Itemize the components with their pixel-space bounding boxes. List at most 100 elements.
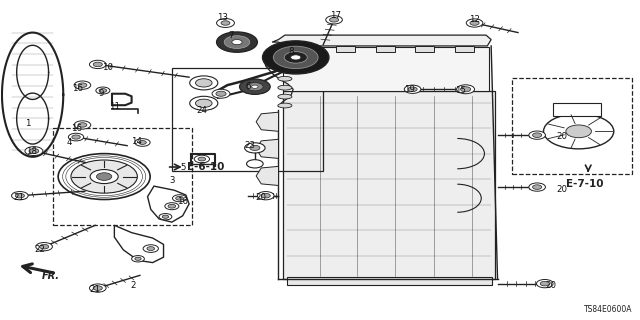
Bar xyxy=(415,46,435,52)
Bar xyxy=(455,46,474,52)
Circle shape xyxy=(326,16,342,24)
Text: 2: 2 xyxy=(131,281,136,290)
Circle shape xyxy=(566,125,591,138)
Circle shape xyxy=(74,121,91,129)
Circle shape xyxy=(58,154,150,199)
Text: 21: 21 xyxy=(90,285,100,294)
Bar xyxy=(172,68,323,171)
Text: 1: 1 xyxy=(25,119,30,128)
Circle shape xyxy=(135,257,141,260)
Text: 5: 5 xyxy=(180,164,186,172)
Polygon shape xyxy=(272,35,491,46)
Circle shape xyxy=(543,114,614,149)
Ellipse shape xyxy=(278,103,292,108)
Text: E-6-10: E-6-10 xyxy=(187,162,225,172)
Circle shape xyxy=(467,19,483,27)
Circle shape xyxy=(216,19,234,28)
Bar xyxy=(283,91,495,278)
Text: 16: 16 xyxy=(72,84,83,93)
Text: 18: 18 xyxy=(26,147,37,156)
Polygon shape xyxy=(256,139,278,158)
Text: 6: 6 xyxy=(246,82,252,91)
Circle shape xyxy=(168,204,175,208)
Circle shape xyxy=(143,245,159,252)
Circle shape xyxy=(246,83,263,91)
Ellipse shape xyxy=(278,76,292,81)
Circle shape xyxy=(72,135,80,139)
Circle shape xyxy=(78,83,87,87)
Circle shape xyxy=(90,170,118,184)
Text: 8: 8 xyxy=(289,47,294,56)
Circle shape xyxy=(291,55,301,60)
Circle shape xyxy=(232,40,242,45)
Bar xyxy=(376,46,395,52)
Circle shape xyxy=(36,243,52,251)
Circle shape xyxy=(461,87,470,92)
Bar xyxy=(336,46,355,52)
Circle shape xyxy=(96,87,110,94)
Circle shape xyxy=(147,247,155,251)
Text: 20: 20 xyxy=(546,281,557,290)
Circle shape xyxy=(250,145,260,150)
Bar xyxy=(296,46,316,52)
Bar xyxy=(511,78,632,174)
Text: 15: 15 xyxy=(455,86,466,95)
Text: 20: 20 xyxy=(556,132,567,140)
Circle shape xyxy=(165,203,179,210)
Text: 22: 22 xyxy=(35,245,46,254)
Circle shape xyxy=(132,256,145,262)
Circle shape xyxy=(198,157,205,161)
Circle shape xyxy=(175,196,183,200)
Circle shape xyxy=(246,160,263,168)
Circle shape xyxy=(12,192,28,200)
Text: E-7-10: E-7-10 xyxy=(566,179,604,189)
Circle shape xyxy=(216,91,226,96)
Circle shape xyxy=(284,52,307,63)
Circle shape xyxy=(139,140,147,144)
Circle shape xyxy=(404,85,421,93)
Ellipse shape xyxy=(278,94,292,99)
Circle shape xyxy=(529,131,545,139)
Bar xyxy=(287,277,492,285)
Circle shape xyxy=(532,133,541,137)
Circle shape xyxy=(40,244,49,249)
Circle shape xyxy=(99,89,107,92)
Text: 11: 11 xyxy=(109,102,120,111)
Circle shape xyxy=(257,192,274,200)
Text: 23: 23 xyxy=(244,141,255,150)
Circle shape xyxy=(262,41,329,74)
Circle shape xyxy=(173,195,186,202)
Text: 13: 13 xyxy=(218,13,228,22)
Circle shape xyxy=(239,79,270,94)
Circle shape xyxy=(135,139,150,146)
Circle shape xyxy=(221,21,230,25)
Circle shape xyxy=(529,183,545,191)
Circle shape xyxy=(195,99,212,108)
Circle shape xyxy=(195,79,212,87)
Circle shape xyxy=(68,133,84,141)
Bar xyxy=(283,47,488,92)
Circle shape xyxy=(273,46,318,68)
Polygon shape xyxy=(148,186,189,222)
Ellipse shape xyxy=(278,85,292,90)
Circle shape xyxy=(90,284,106,292)
Circle shape xyxy=(457,85,474,94)
Circle shape xyxy=(189,96,218,110)
Circle shape xyxy=(15,193,24,198)
Text: 7: 7 xyxy=(228,31,234,40)
Text: 9: 9 xyxy=(99,89,104,98)
Text: FR.: FR. xyxy=(42,271,60,281)
Text: 14: 14 xyxy=(131,137,141,146)
Circle shape xyxy=(224,36,250,49)
Polygon shape xyxy=(256,166,278,186)
Circle shape xyxy=(93,286,102,290)
Circle shape xyxy=(216,32,257,52)
Circle shape xyxy=(159,213,172,220)
Circle shape xyxy=(330,18,339,22)
Circle shape xyxy=(74,81,91,89)
Circle shape xyxy=(93,62,102,67)
Circle shape xyxy=(97,173,112,180)
Circle shape xyxy=(261,193,270,198)
Circle shape xyxy=(536,279,553,288)
Circle shape xyxy=(90,60,106,68)
